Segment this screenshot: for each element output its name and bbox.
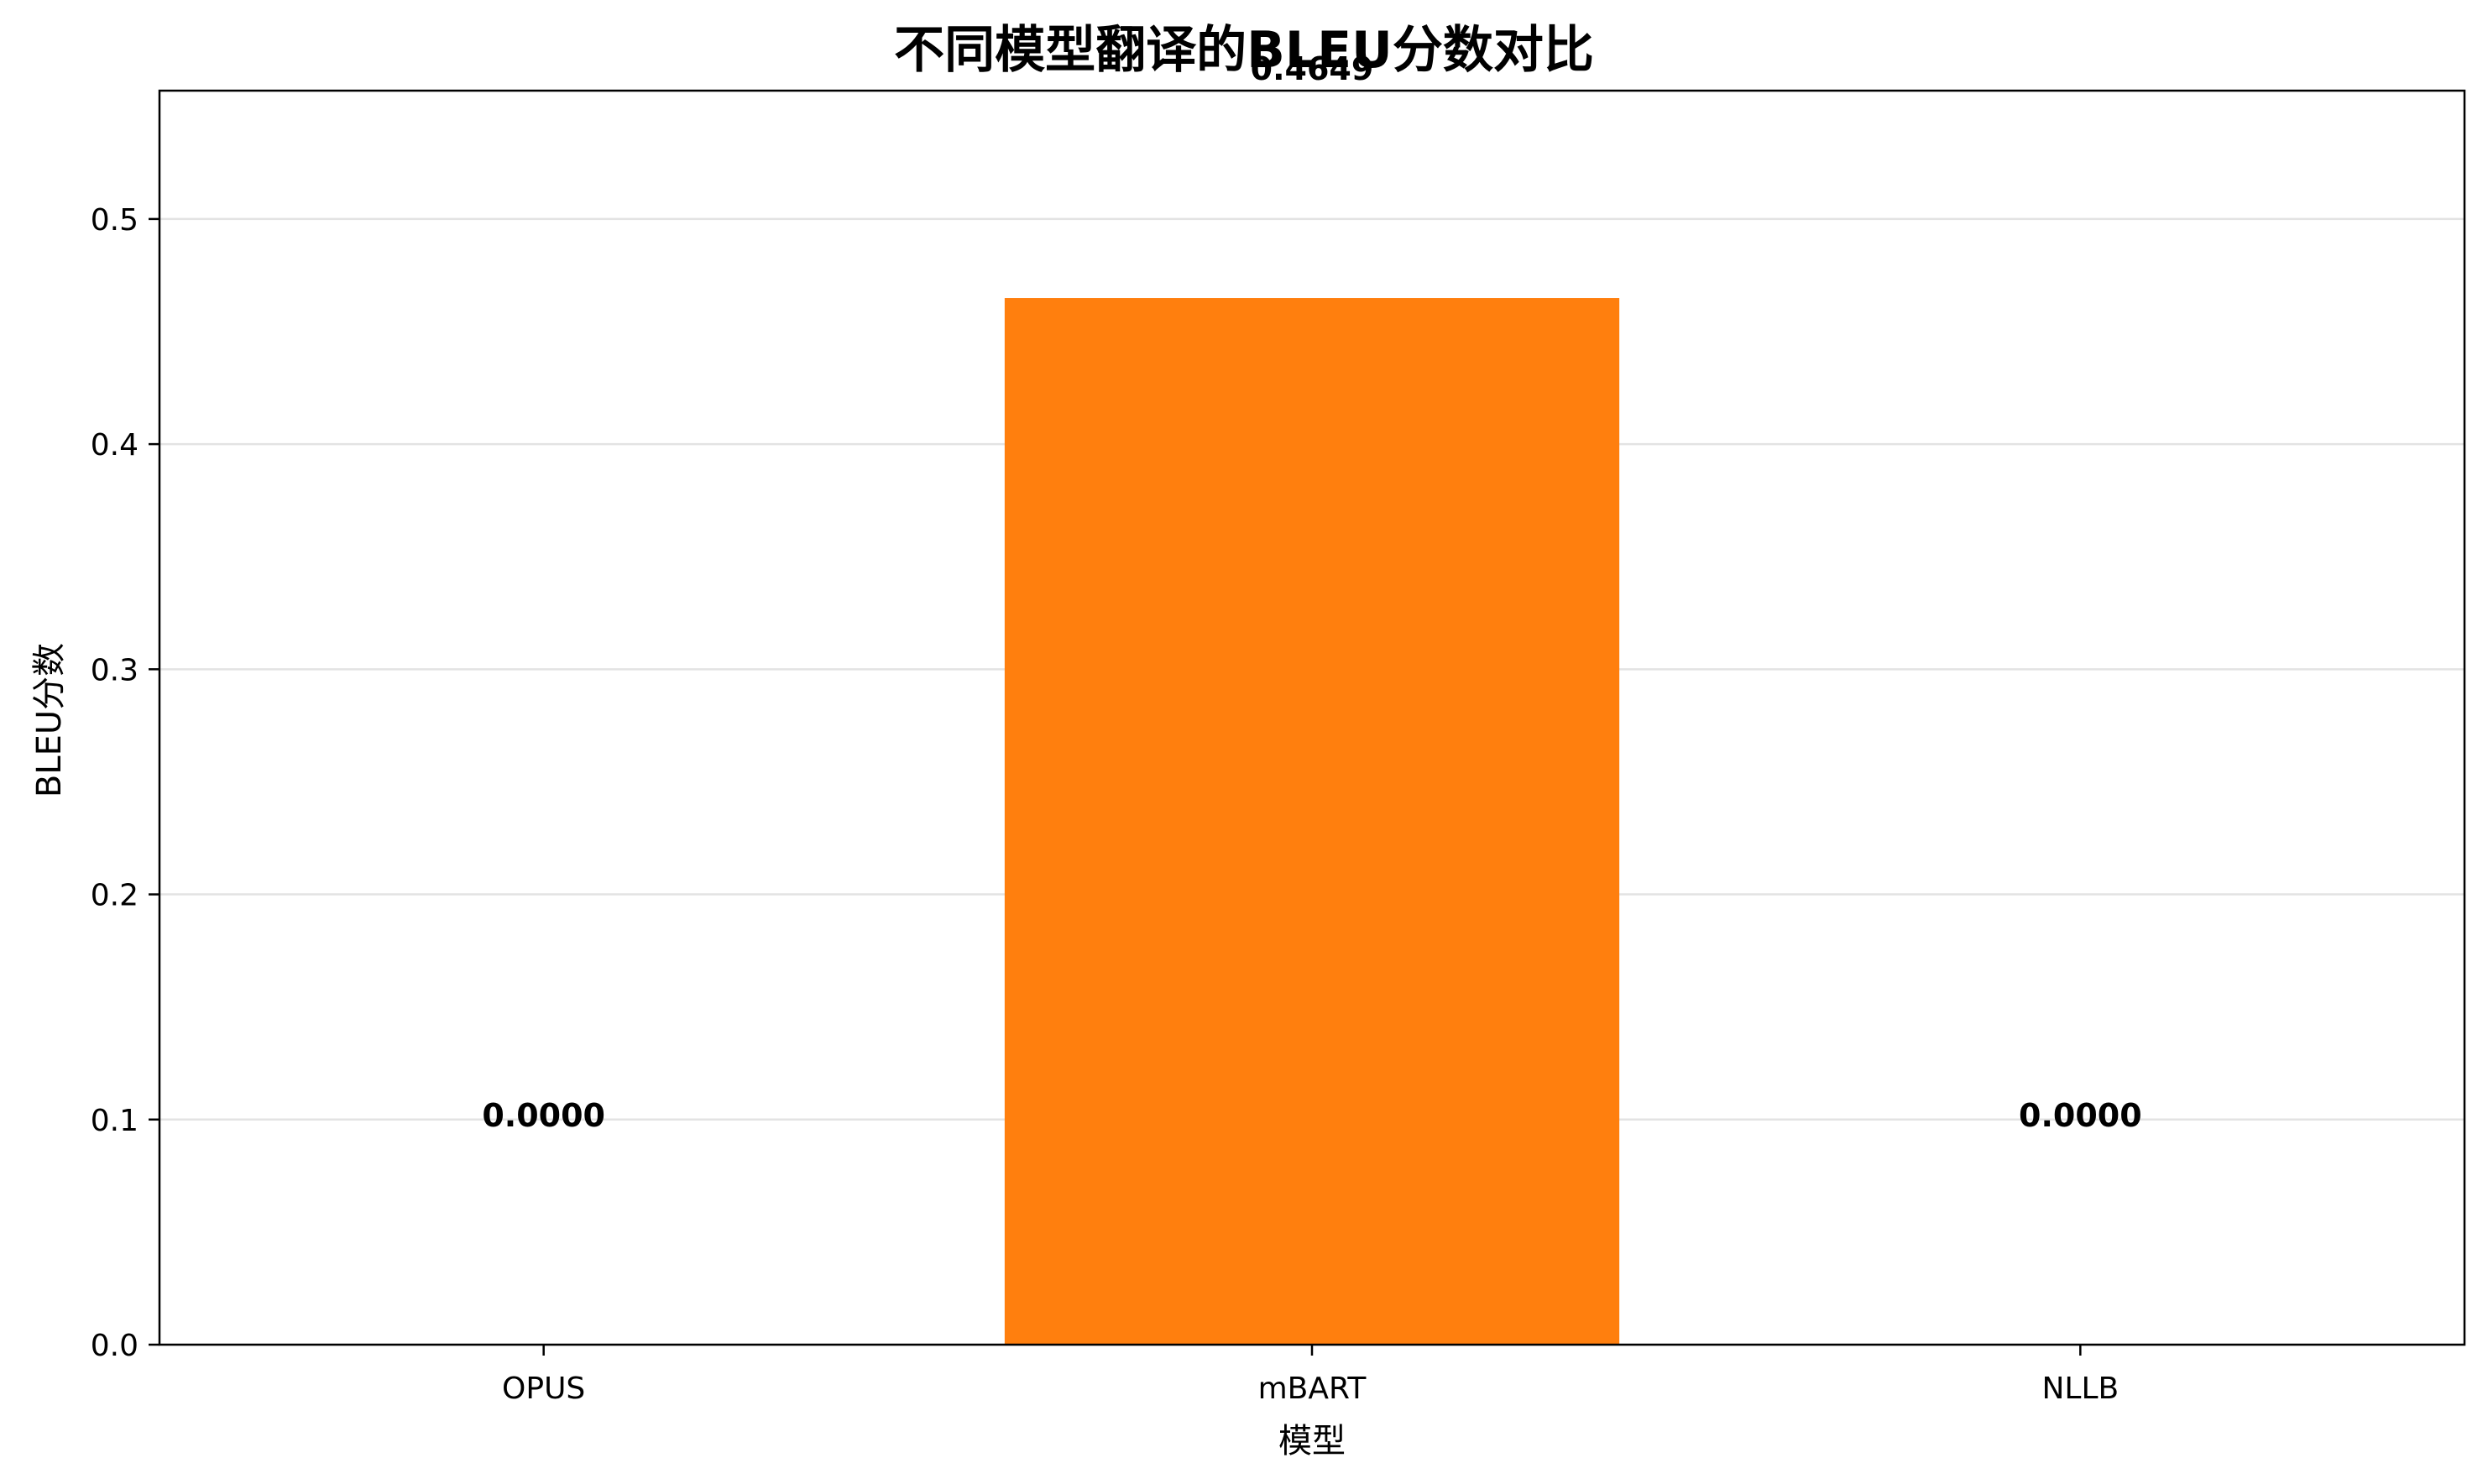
y-tick-label: 0.3 (91, 653, 139, 687)
y-axis-ticks: 0.0 0.1 0.2 0.3 0.4 0.5 (91, 203, 159, 1363)
x-axis-ticks: OPUS mBART NLLB (502, 1345, 2119, 1406)
value-label-nllb: 0.0000 (2019, 1097, 2142, 1134)
x-axis-label: 模型 (1278, 1422, 1346, 1460)
bars (1004, 298, 1620, 1346)
x-tick-label: NLLB (2041, 1372, 2119, 1406)
value-label-mbart: 0.4649 (1251, 50, 1374, 87)
x-tick-label: OPUS (502, 1372, 585, 1406)
y-tick-label: 0.2 (91, 879, 139, 913)
y-tick-label: 0.5 (91, 203, 139, 238)
value-labels: 0.0000 0.4649 0.0000 (482, 50, 2141, 1134)
y-tick-label: 0.1 (91, 1104, 139, 1138)
y-tick-label: 0.0 (91, 1329, 139, 1363)
chart-title: 不同模型翻译的BLEU分数对比 (894, 21, 1594, 80)
x-tick-label: mBART (1258, 1372, 1367, 1406)
y-axis-label: BLEU分数 (30, 643, 69, 797)
bar-mbart (1004, 298, 1620, 1346)
value-label-opus: 0.0000 (482, 1097, 605, 1134)
y-tick-label: 0.4 (91, 428, 139, 462)
